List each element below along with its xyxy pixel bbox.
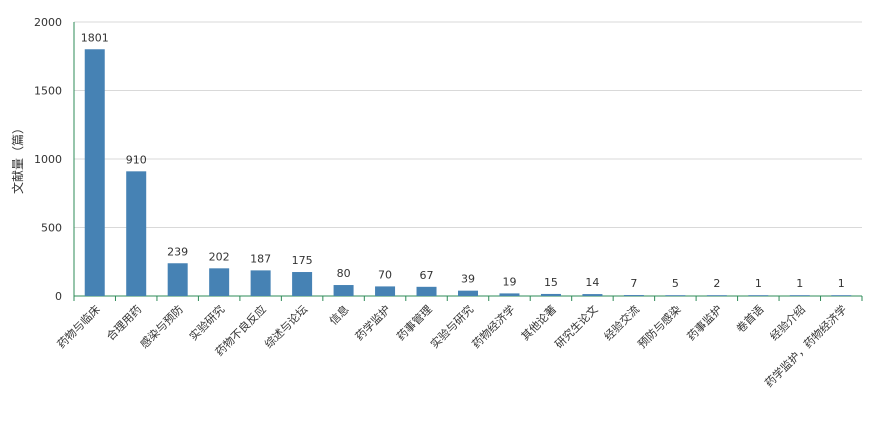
bar [458, 290, 478, 296]
bar [209, 268, 230, 296]
data-label: 2 [713, 277, 720, 290]
category-label: 实验与研究 [427, 302, 476, 351]
bar [167, 263, 188, 296]
category-label: 信息 [326, 302, 351, 327]
data-label: 14 [585, 276, 599, 289]
data-label: 239 [167, 245, 188, 258]
data-label: 1 [838, 277, 845, 290]
data-label: 39 [461, 273, 475, 286]
category-label: 其他论著 [518, 302, 559, 343]
bar [706, 295, 727, 296]
bar [789, 295, 810, 296]
data-label: 202 [209, 250, 230, 263]
bar [375, 286, 396, 296]
y-axis-title: 文献量（篇） [10, 122, 25, 194]
y-tick-label: 1000 [34, 153, 62, 166]
data-label: 910 [126, 153, 147, 166]
category-label: 经验介绍 [767, 302, 808, 343]
y-tick-label: 2000 [34, 16, 62, 29]
bar [292, 272, 313, 296]
category-label: 合理用药 [103, 302, 144, 343]
data-label: 1801 [81, 31, 109, 44]
category-label: 预防与感染 [635, 302, 684, 351]
bar [665, 295, 686, 296]
category-label: 感染与预防 [137, 302, 186, 351]
bar [250, 270, 271, 296]
grid-lines [74, 21, 862, 228]
data-label: 5 [672, 277, 679, 290]
data-label: 1 [796, 277, 803, 290]
data-label: 175 [292, 254, 313, 267]
bar [831, 295, 852, 296]
data-label: 67 [420, 269, 434, 282]
y-tick-label: 0 [55, 290, 62, 303]
category-label: 药物经济学 [469, 302, 518, 351]
category-label: 药物与临床 [54, 302, 103, 351]
category-label: 卷首语 [733, 302, 766, 335]
y-axis-ticks: 0 500 1000 1500 2000 [34, 16, 62, 303]
y-tick-label: 500 [41, 222, 62, 235]
x-axis-ticks [73, 296, 863, 301]
bar [84, 49, 105, 296]
category-label: 经验交流 [601, 302, 642, 343]
bar [582, 294, 603, 296]
data-label: 19 [502, 275, 516, 288]
category-label: 药学监护 [352, 302, 393, 343]
data-label: 80 [337, 267, 351, 280]
data-label: 187 [250, 252, 271, 265]
data-label: 1 [755, 277, 762, 290]
bar [333, 285, 354, 296]
data-label: 70 [378, 268, 392, 281]
bar [126, 171, 147, 296]
data-label: 15 [544, 276, 558, 289]
category-label: 研究生论文 [552, 302, 601, 351]
bar [623, 295, 644, 296]
bar [540, 293, 561, 296]
bars [84, 49, 852, 296]
y-tick-label: 1500 [34, 85, 62, 98]
data-labels: 1801 910 239 202 187 175 80 70 67 39 19 15 14 7 5 2 1 1 1 [81, 31, 845, 290]
data-label: 7 [630, 277, 637, 290]
category-label: 药学监护，药物经济学 [762, 302, 850, 390]
category-label: 药事监护 [684, 302, 725, 343]
bar [499, 293, 520, 296]
category-label: 综述与论坛 [261, 302, 310, 351]
bar [748, 295, 769, 296]
category-label: 实验研究 [186, 302, 227, 343]
category-label: 药事管理 [394, 302, 435, 343]
bar [416, 286, 437, 296]
